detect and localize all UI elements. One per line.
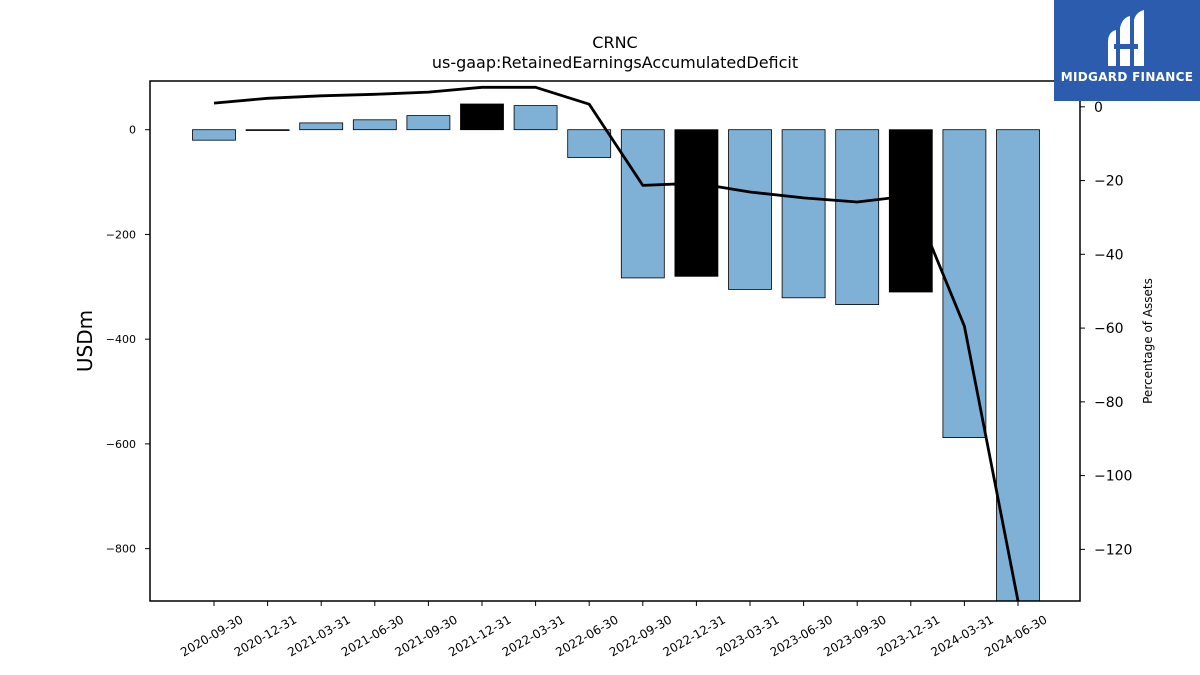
y-tick-label: −800 [106,543,136,556]
y2-tick-label: −40 [1094,247,1124,263]
y-tick-label: −200 [106,228,136,241]
midgard-finance-logo: MIDGARD FINANCE [1054,0,1200,101]
bars-group [192,103,1040,601]
chart-subtitle: us-gaap:RetainedEarningsAccumulatedDefic… [432,53,798,72]
bar-2020-12-31 [245,129,290,131]
y2-tick-label: 0 [1094,100,1103,116]
bar-2024-03-31 [942,129,987,438]
line-group [213,85,1020,601]
bar-2022-09-30 [620,129,665,279]
bar-2023-12-31 [888,129,933,293]
chart-title: CRNC [592,33,637,52]
y2-tick-label: −80 [1094,395,1124,411]
y-tick-label: 0 [129,124,136,137]
y2-tick-label: −120 [1094,542,1132,558]
bar-2021-12-31 [460,103,504,131]
bar-2021-03-31 [299,122,344,131]
plot-frame [149,80,1081,602]
bar-2021-09-30 [406,115,451,131]
y-tick-label: −400 [106,333,136,346]
y2-axis-label: Percentage of Assets [1141,278,1155,404]
y2-tick-label: −20 [1094,174,1124,190]
bar-2023-09-30 [835,129,880,305]
bar-2022-06-30 [567,129,612,158]
y2-tick-label: −100 [1094,469,1132,485]
bar-2024-06-30 [996,129,1040,601]
logo-mark-icon [1108,10,1144,66]
percentage-of-assets-line [213,85,1020,601]
bar-2023-06-30 [781,129,826,299]
y-axis-label: USDm [73,310,97,372]
bar-2022-03-31 [513,105,558,131]
bar-2023-03-31 [728,129,772,290]
bar-2021-06-30 [352,119,397,131]
logo-text: MIDGARD FINANCE [1060,70,1194,84]
bar-2020-09-30 [192,129,236,141]
y-tick-label: −600 [106,438,136,451]
y2-tick-label: −60 [1094,321,1124,337]
bar-2022-12-31 [674,129,719,277]
